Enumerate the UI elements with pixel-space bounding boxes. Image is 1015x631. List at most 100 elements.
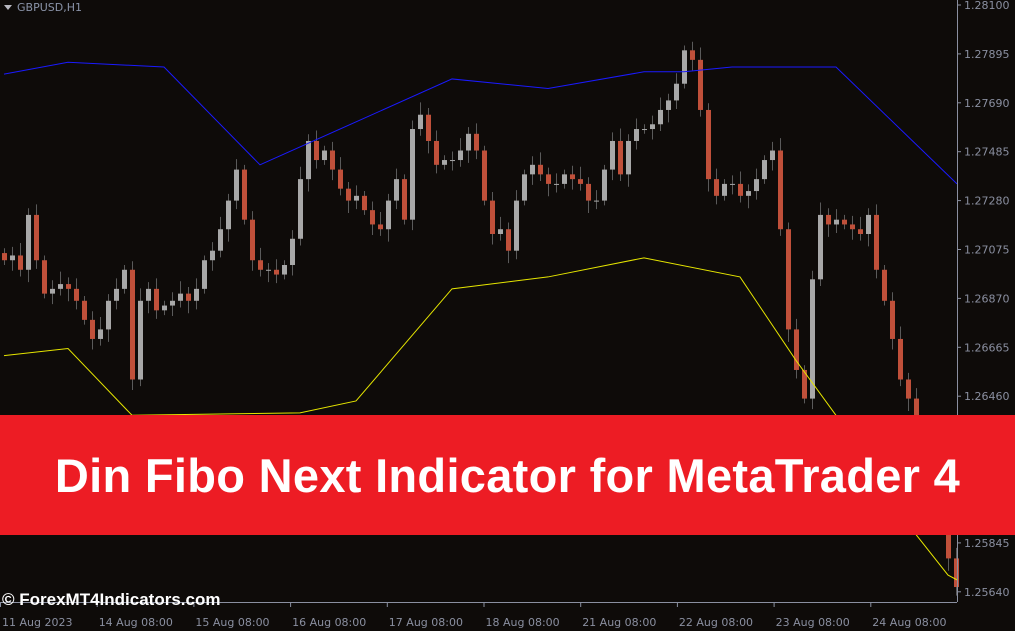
candle-body [178, 293, 183, 301]
candle-body [850, 224, 855, 230]
candle-body [10, 255, 15, 261]
candle [906, 372, 911, 411]
candle-body [370, 210, 375, 225]
price-tick-label: 1.25640 [964, 586, 1010, 599]
candle-body [162, 305, 167, 311]
candle-body [282, 265, 287, 275]
candle-body [882, 269, 887, 301]
candle [850, 215, 855, 240]
candle-body [106, 300, 111, 330]
candle-body [210, 250, 215, 261]
candle [170, 292, 175, 317]
candle [682, 45, 687, 89]
candle-body [250, 219, 255, 261]
candle [386, 193, 391, 242]
candle [722, 179, 727, 201]
time-tick-label: 14 Aug 08:00 [99, 616, 173, 629]
candle [546, 167, 551, 197]
candle [778, 138, 783, 236]
upper-band-line [3, 61, 958, 185]
candle-body [754, 179, 759, 192]
candle [634, 118, 639, 150]
candle-body [618, 140, 623, 175]
candles [2, 41, 959, 596]
candle-body [426, 114, 431, 141]
time-tick-label: 18 Aug 08:00 [486, 616, 560, 629]
candle-body [258, 260, 263, 270]
candle-body [946, 517, 951, 559]
candle-body [898, 338, 903, 380]
time-tick-label: 23 Aug 08:00 [776, 616, 850, 629]
candle-body [242, 169, 247, 220]
candle-body [50, 288, 55, 294]
candle [730, 175, 735, 195]
candle-body [90, 319, 95, 339]
candle [322, 145, 327, 165]
candle [370, 201, 375, 235]
candle [314, 130, 319, 169]
candle-body [418, 114, 423, 130]
candle-body [578, 179, 583, 184]
candle-body [378, 224, 383, 230]
candle [98, 317, 103, 346]
candle-body [290, 238, 295, 266]
candle [362, 191, 367, 215]
candle [650, 115, 655, 140]
time-tick-label: 11 Aug 2023 [2, 616, 72, 629]
candle [450, 151, 455, 171]
candle-body [346, 188, 351, 201]
candle-body [546, 174, 551, 184]
candle-body [698, 59, 703, 110]
candle [802, 365, 807, 404]
candle-body [530, 164, 535, 175]
candle [50, 280, 55, 305]
banner-title: Din Fibo Next Indicator for MetaTrader 4 [54, 448, 961, 502]
candle [402, 174, 407, 225]
symbol-label[interactable]: GBPUSD,H1 [4, 1, 82, 14]
symbol-text: GBPUSD,H1 [17, 1, 82, 14]
candle-body [146, 288, 151, 301]
candle [138, 288, 143, 387]
candle-body [658, 109, 663, 125]
candle-body [386, 200, 391, 230]
candle-body [562, 174, 567, 184]
candle [194, 278, 199, 310]
candle-body [202, 260, 207, 289]
candle-body [570, 174, 575, 180]
candle [762, 155, 767, 184]
candle-body [642, 129, 647, 131]
time-tick-label: 17 Aug 08:00 [389, 616, 463, 629]
price-tick-label: 1.26460 [964, 390, 1010, 403]
candle-body [26, 214, 31, 270]
candle-body [482, 150, 487, 201]
candle [74, 278, 79, 310]
candle-body [722, 183, 727, 196]
candle-body [634, 129, 639, 141]
price-tick-label: 1.26870 [964, 292, 1010, 305]
candle-body [890, 300, 895, 339]
candle-body [234, 169, 239, 201]
candle [466, 127, 471, 163]
candle [506, 222, 511, 264]
price-tick-label: 1.25845 [964, 537, 1010, 550]
candle-body [770, 150, 775, 161]
candle [890, 292, 895, 350]
candle [346, 181, 351, 214]
candle-body [354, 195, 359, 201]
time-tick-label: 24 Aug 08:00 [872, 616, 946, 629]
candle-body [538, 164, 543, 175]
candle-body [66, 284, 71, 289]
candle [754, 168, 759, 200]
candle [578, 166, 583, 191]
candle-body [650, 124, 655, 130]
time-axis: 11 Aug 2023 14 Aug 08:00 15 Aug 08:00 16 Au… [0, 602, 946, 629]
dropdown-triangle-icon[interactable] [4, 5, 12, 10]
candle-body [834, 219, 839, 225]
candle [378, 212, 383, 236]
candle-body [154, 288, 159, 311]
candle [266, 263, 271, 283]
candle [666, 93, 671, 123]
candle-body [362, 195, 367, 211]
candle-body [130, 269, 135, 380]
